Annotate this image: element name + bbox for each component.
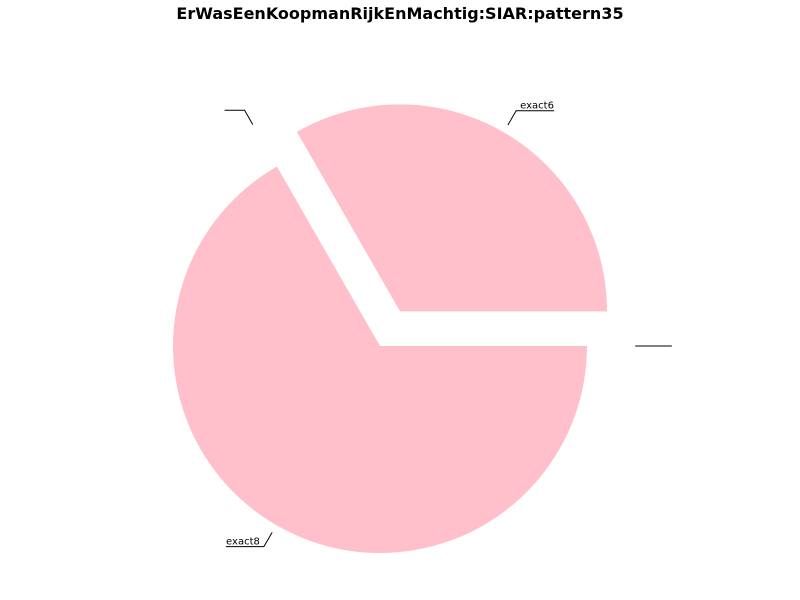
leader-line-exact8 [225,532,273,548]
slice-label-exact6: exact6 [520,101,554,112]
chart-title: ErWasEenKoopmanRijkEnMachtig:SIAR:patter… [176,4,624,23]
slice-labels: exact6 exact8 [226,101,554,548]
leader-lines [224,109,672,548]
leader-line-exact6 [507,110,555,126]
leader-line-1 [224,109,254,125]
pie-slice-exact8 [172,166,587,553]
pie-slice-exact6 [296,104,608,312]
slice-label-exact8: exact8 [226,537,260,548]
pie-slices [172,104,608,553]
